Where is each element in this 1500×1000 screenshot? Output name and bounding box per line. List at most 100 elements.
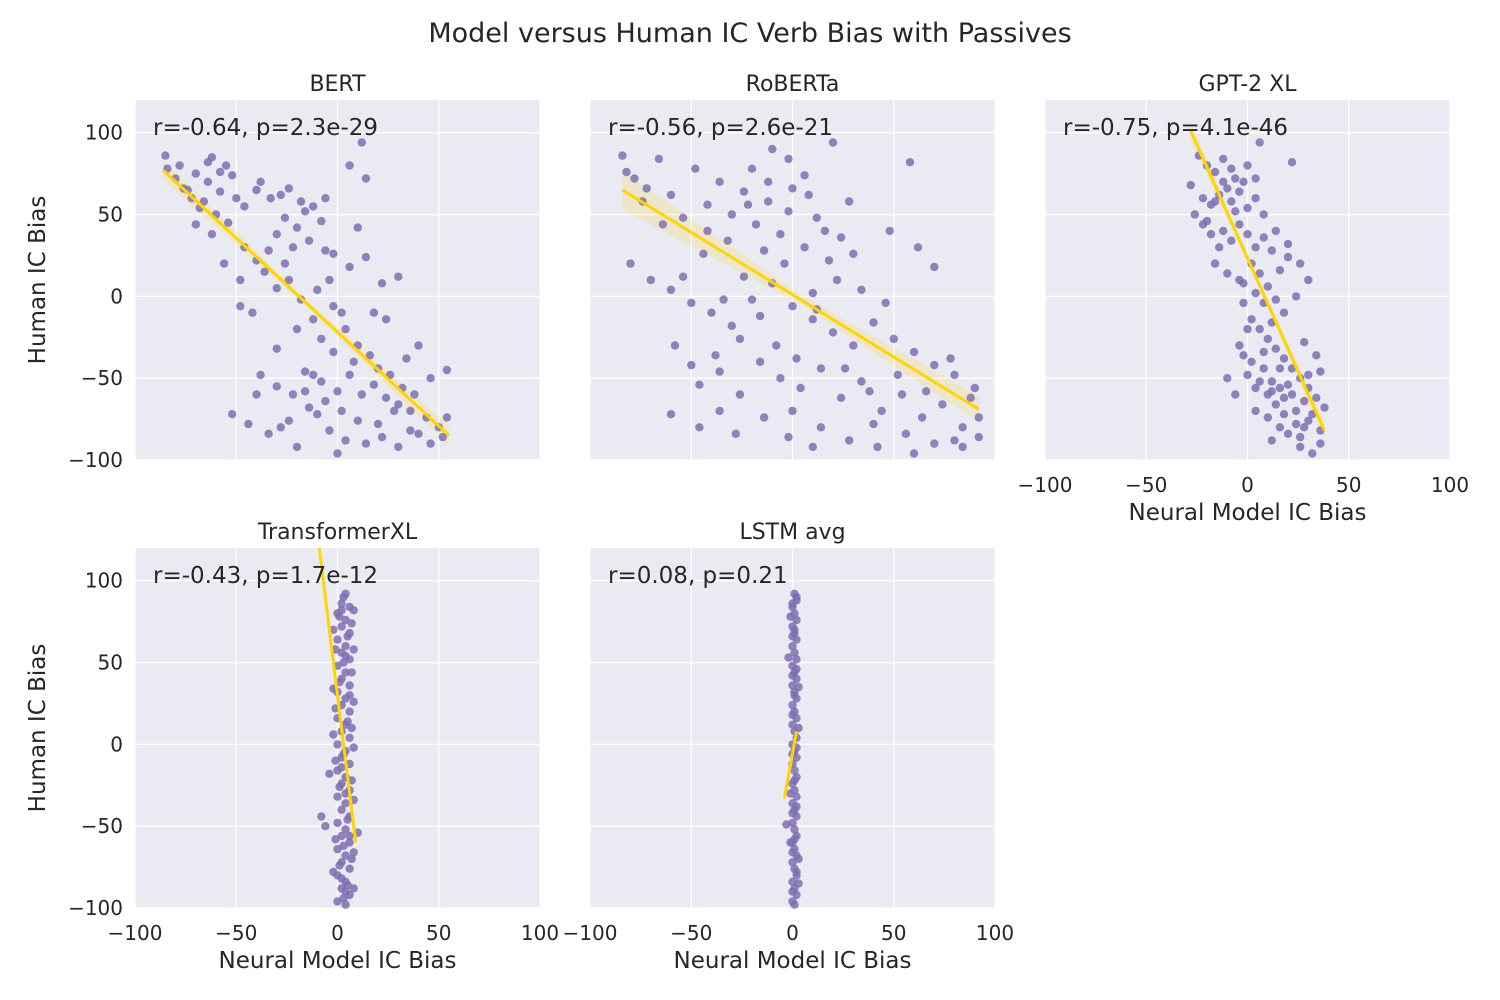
x-tick-label: 100 [521, 921, 559, 945]
scatter-point [1287, 390, 1297, 399]
scatter-point [256, 370, 265, 380]
scatter-point [288, 243, 298, 252]
x-tick-label: 0 [786, 921, 799, 945]
panel-title: RoBERTa [746, 72, 840, 97]
scatter-point [1243, 230, 1252, 239]
scatter-point [236, 275, 245, 285]
scatter-point [1259, 210, 1268, 219]
scatter-point [1304, 370, 1313, 380]
scatter-point [930, 360, 939, 370]
scatter-point [618, 151, 627, 160]
scatter-point [252, 390, 261, 399]
scatter-point [1235, 220, 1244, 229]
scatter-point [256, 177, 265, 186]
scatter-point [304, 236, 314, 245]
scatter-point [691, 164, 700, 173]
scatter-point [654, 154, 664, 164]
scatter-point [1255, 377, 1264, 386]
scatter-point [349, 743, 358, 752]
scatter-point [1243, 324, 1252, 334]
scatter-point [759, 413, 769, 422]
scatter-point [768, 144, 777, 154]
correlation-annotation: r=-0.64, p=2.3e-29 [153, 115, 378, 141]
y-axis-label: Human IC Bias [25, 196, 51, 365]
scatter-point [881, 298, 890, 308]
scatter-point [695, 423, 704, 432]
scatter-point [790, 825, 799, 834]
scatter-point [792, 354, 801, 363]
scatter-point [272, 344, 281, 353]
scatter-point [1263, 390, 1273, 399]
scatter-point [788, 848, 797, 857]
scatter-point [325, 426, 334, 435]
scatter-point [735, 390, 745, 399]
scatter-point [1231, 207, 1240, 216]
scatter-point [1267, 246, 1277, 255]
scatter-point [426, 374, 435, 383]
scatter-point [788, 710, 797, 720]
scatter-point [1227, 164, 1236, 173]
x-tick-label: 100 [976, 921, 1014, 945]
scatter-point [333, 792, 342, 801]
scatter-point [347, 619, 356, 628]
scatter-point [788, 632, 797, 641]
scatter-point [313, 410, 322, 419]
scatter-point [788, 887, 797, 896]
scatter-point [369, 308, 379, 317]
scatter-point [215, 187, 225, 196]
x-axis-label: Neural Model IC Bias [219, 948, 457, 974]
scatter-point [1296, 259, 1305, 268]
scatter-point [337, 763, 346, 772]
scatter-point [1198, 194, 1208, 203]
scatter-point [808, 288, 817, 298]
scatter-point [284, 184, 294, 193]
scatter-point [1210, 167, 1220, 177]
scatter-point [175, 161, 184, 170]
scatter-point [788, 700, 797, 710]
scatter-point [361, 439, 371, 448]
scatter-point [345, 691, 354, 700]
scatter-point [743, 200, 753, 209]
scatter-point [670, 341, 680, 350]
scatter-point [790, 776, 799, 785]
scatter-point [410, 390, 419, 399]
regression-line [1189, 130, 1326, 432]
scatter-point [191, 220, 200, 229]
scatter-point [755, 357, 765, 366]
scatter-point [646, 275, 655, 285]
scatter-point [687, 360, 696, 370]
scatter-point [958, 423, 967, 432]
x-tick-label: −50 [670, 921, 712, 945]
scatter-point [751, 220, 761, 229]
scatter-point [394, 272, 403, 281]
scatter-point [782, 820, 791, 829]
scatter-point [828, 328, 838, 337]
scatter-point [266, 194, 275, 203]
x-tick-label: 0 [331, 921, 344, 945]
scatter-point [215, 167, 225, 177]
scatter-point [1263, 334, 1273, 344]
scatter-point [1251, 194, 1260, 203]
scatter-point [292, 442, 302, 452]
y-tick-label: 0 [110, 284, 123, 308]
scatter-point [300, 387, 310, 396]
scatter-point [832, 275, 842, 285]
scatter-point [317, 377, 326, 386]
scatter-point [1227, 236, 1236, 245]
x-tick-label: 100 [1431, 473, 1469, 497]
scatter-point [678, 213, 688, 222]
scatter-point [938, 400, 947, 409]
scatter-point [889, 334, 898, 344]
scatter-point [339, 841, 348, 850]
scatter-point [244, 419, 253, 429]
scatter-point [329, 867, 338, 877]
scatter-point [272, 382, 281, 391]
scatter-point [357, 390, 366, 399]
scatter-point [687, 298, 696, 308]
scatter-point [1312, 351, 1321, 360]
x-tick-label: −100 [563, 921, 618, 945]
correlation-annotation: r=-0.56, p=2.6e-21 [608, 115, 833, 141]
scatter-point [1308, 410, 1317, 419]
scatter-point [335, 861, 344, 870]
scatter-point [759, 246, 769, 255]
